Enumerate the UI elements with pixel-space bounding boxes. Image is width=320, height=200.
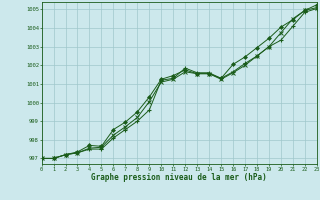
X-axis label: Graphe pression niveau de la mer (hPa): Graphe pression niveau de la mer (hPa): [91, 173, 267, 182]
